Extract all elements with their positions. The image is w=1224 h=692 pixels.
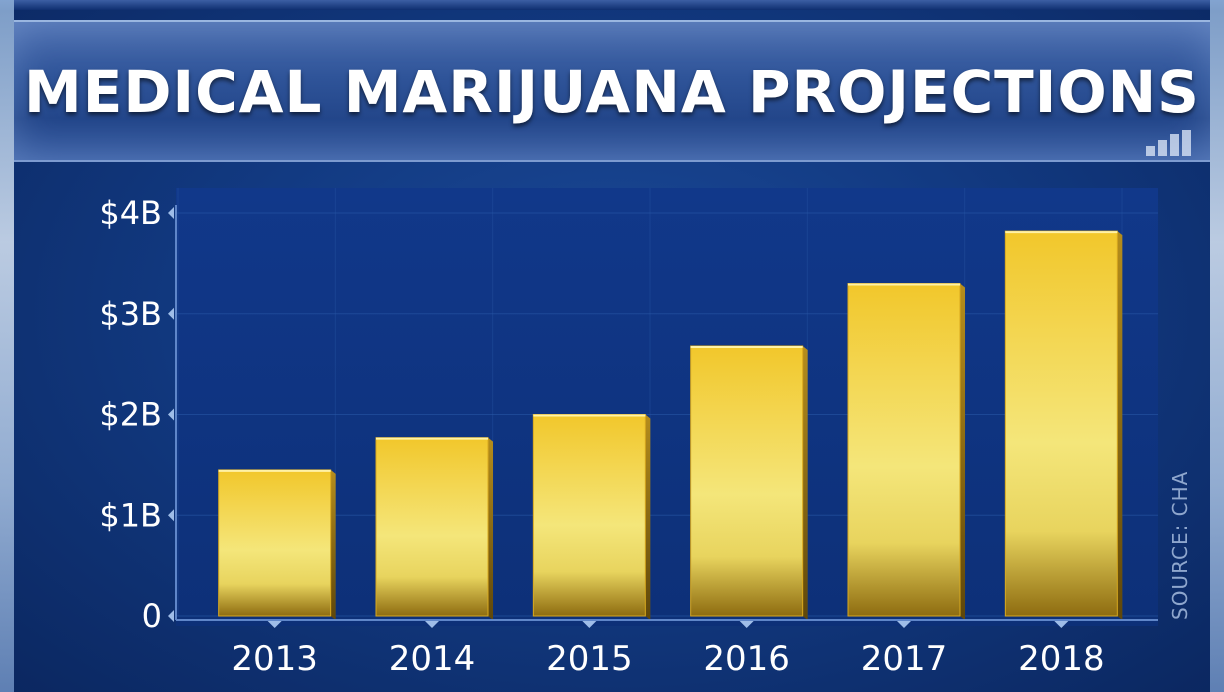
left-frame-edge [0,0,14,692]
plot-area [176,188,1158,626]
y-tick-marker [168,408,174,421]
x-tick-label-2018: 2018 [1018,639,1105,679]
y-tick-label: $1B [99,496,162,534]
signal-bars-icon [1146,130,1196,156]
y-tick-marker [168,207,174,219]
top-strip [0,0,1224,10]
chart-title: MEDICAL MARIJUANA PROJECTIONS [24,58,1200,126]
source-note: SOURCE: CHA [1168,470,1192,620]
bar-2018 [1004,230,1118,617]
y-tick-marker [168,610,174,622]
y-tick-label: $2B [99,396,162,434]
x-tick-label-2013: 2013 [231,639,318,679]
y-tick-label: $3B [99,295,162,333]
title-banner: MEDICAL MARIJUANA PROJECTIONS [14,20,1210,162]
x-tick-marker [897,621,911,628]
x-tick-marker [425,621,439,628]
x-tick-marker [1054,621,1069,628]
y-tick-marker [168,509,174,522]
bar-side [960,283,965,620]
bar-side [330,469,336,620]
bar-side [802,345,808,620]
x-tick-label-2017: 2017 [861,639,948,679]
x-tick-marker [267,621,282,628]
bar-2017 [847,283,961,617]
y-tick-marker [168,307,174,320]
bar-2016 [690,345,804,617]
bar-side [1117,231,1123,620]
bars [218,230,1123,620]
axes: 0 $1B $2B $3B $4B 2013 2014 2015 2016 2017 2018 [99,194,1158,679]
x-tick-marker [739,621,754,628]
right-frame-edge [1210,0,1224,692]
x-tick-label-2014: 2014 [389,639,476,679]
x-tick-label-2015: 2015 [546,639,633,679]
bar-2015 [532,414,646,617]
y-tick-label: 0 [142,597,162,635]
bar-2013 [218,469,332,617]
x-tick-marker [582,621,597,628]
bar-2014 [375,437,489,617]
y-tick-label: $4B [99,194,162,232]
x-tick-label-2016: 2016 [703,639,790,679]
bar-side [645,414,651,620]
bar-side [488,437,493,620]
